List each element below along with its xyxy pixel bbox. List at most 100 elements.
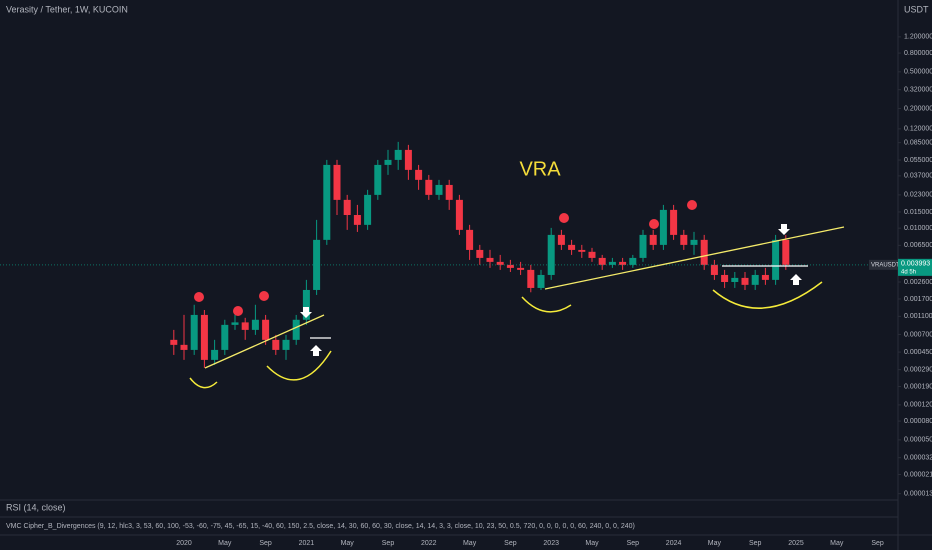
arc [712,281,823,309]
candle-body [435,184,443,195]
candle-body [710,264,718,275]
y-tick-label: 0.000290 [904,366,932,373]
candle-body [241,322,249,330]
price-tag-box [898,258,932,276]
candle-body [170,339,178,345]
x-tick-label: Sep [382,540,395,547]
x-tick-label: Sep [871,540,884,547]
y-tick-label: 0.037000 [904,173,932,180]
y-tick-label: 0.000032 [904,455,932,462]
y-tick-label: 0.000190 [904,383,932,390]
symbol-tag-box [869,259,898,270]
candle-body [527,269,535,288]
candle-body [384,159,392,165]
y-tick-label: 0.000080 [904,418,932,425]
currency-label: USDT [904,4,929,14]
y-tick-label: 0.120000 [904,126,932,133]
candle-body [670,209,678,235]
candle-body [251,319,259,330]
dot [559,213,569,223]
indicator-label: VMC Cipher_B_Divergences (9, 12, hlc3, 3… [6,523,635,530]
candle-body [415,169,423,180]
y-tick-label: 0.000700 [904,331,932,338]
y-tick-label: 0.320000 [904,87,932,94]
y-tick-label: 0.000120 [904,402,932,409]
x-tick-label: 2024 [666,540,682,547]
candle-body [394,149,402,160]
arc [266,350,332,381]
x-tick-label: May [218,540,232,547]
candle-body [547,234,555,275]
y-tick-label: 0.000450 [904,349,932,356]
x-tick-label: 2023 [543,540,559,547]
drawings [189,200,845,389]
candle-body [292,319,300,340]
x-tick-label: Sep [749,540,762,547]
candle-body [578,249,586,252]
y-tick-label: 0.000013 [904,491,932,498]
annotation: VRA [519,158,561,180]
dot [649,219,659,229]
x-tick-label: May [830,540,844,547]
candle-body [200,314,208,360]
y-tick-label: 0.015000 [904,209,932,216]
candle-body [639,234,647,258]
x-tick-label: Sep [259,540,272,547]
candle-body [751,274,759,285]
candle-body [313,239,321,290]
trend-line [544,226,845,290]
candle-body [262,319,270,340]
candle-body [231,322,239,325]
candle-body [333,164,341,200]
x-tick-label: 2022 [421,540,437,547]
y-tick-label: 0.085000 [904,140,932,147]
candle-body [455,199,463,230]
y-tick-label: 0.010000 [904,225,932,232]
y-tick-label: 0.001700 [904,296,932,303]
y-tick-label: 0.001100 [904,313,932,320]
candle-body [700,239,708,265]
arrow-down [778,224,790,235]
indicator-label: RSI (14, close) [6,502,66,512]
candle-body [659,209,667,245]
candle-body [353,215,361,225]
y-tick-label: 0.200000 [904,105,932,112]
candle-body [374,164,382,195]
y-tick-label: 0.006500 [904,242,932,249]
candle-body [343,199,351,216]
candle-body [302,289,310,320]
chart-title: Verasity / Tether, 1W, KUCOIN [6,4,128,14]
candle-body [537,274,545,288]
x-tick-label: May [463,540,477,547]
trend-line [204,314,325,369]
candle-body [282,339,290,350]
candle-body [680,234,688,245]
x-tick-label: 2025 [788,540,804,547]
candle-body [721,274,729,282]
candle-body [221,324,229,350]
candle-body [731,277,739,282]
y-tick-label: 1.200000 [904,34,932,41]
x-tick-label: 2021 [299,540,315,547]
y-tick-label: 0.800000 [904,50,932,57]
candle-body [404,149,412,170]
x-tick-label: May [708,540,722,547]
candle-body [761,274,769,280]
y-tick-label: 0.000050 [904,437,932,444]
candle-body [588,251,596,258]
candle-body [557,234,565,245]
dot [259,291,269,301]
dot [233,306,243,316]
candle-body [772,239,780,280]
candle-body [619,261,627,265]
arc [521,296,572,313]
candle-body [608,261,616,265]
candle-body [782,239,790,265]
candle-body [364,194,372,225]
x-tick-label: Sep [504,540,517,547]
candle-body [476,249,484,258]
candle-body [690,239,698,245]
arrow-down [300,307,312,318]
